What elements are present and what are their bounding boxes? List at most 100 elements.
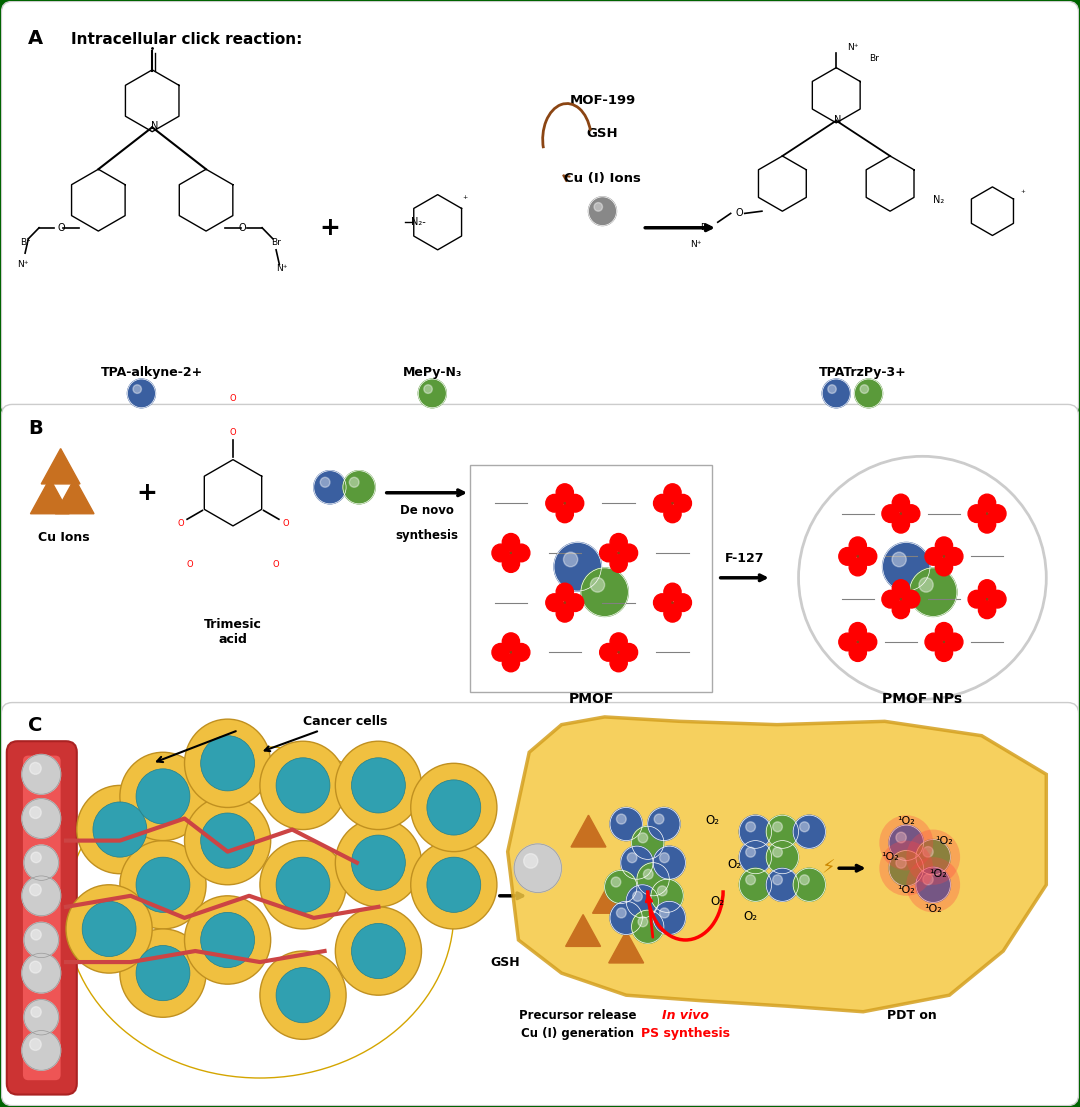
Circle shape: [545, 593, 563, 611]
Text: TPATrzPy-3+: TPATrzPy-3+: [820, 365, 907, 379]
Text: N⁺: N⁺: [17, 260, 29, 269]
Circle shape: [793, 815, 825, 848]
Text: ¹O₂: ¹O₂: [897, 886, 915, 896]
Circle shape: [611, 877, 621, 887]
Circle shape: [922, 875, 933, 884]
Circle shape: [978, 601, 996, 619]
Text: TPA-alkyne-2+: TPA-alkyne-2+: [102, 365, 203, 379]
Text: synthesis: synthesis: [395, 529, 458, 542]
Circle shape: [133, 385, 141, 393]
Circle shape: [351, 923, 405, 979]
Circle shape: [860, 385, 868, 393]
Circle shape: [321, 477, 330, 487]
Circle shape: [664, 505, 681, 523]
Text: O₂: O₂: [727, 858, 741, 871]
Circle shape: [793, 868, 825, 901]
Circle shape: [674, 495, 691, 513]
Circle shape: [740, 840, 771, 873]
Circle shape: [556, 484, 573, 501]
Circle shape: [335, 742, 421, 829]
Text: ¹O₂: ¹O₂: [935, 836, 953, 846]
Circle shape: [882, 542, 930, 591]
Circle shape: [935, 622, 953, 640]
Text: ¹O₂: ¹O₂: [881, 852, 899, 862]
Circle shape: [610, 633, 627, 651]
Circle shape: [314, 470, 346, 504]
Circle shape: [839, 548, 856, 566]
Text: O: O: [735, 208, 743, 218]
Circle shape: [599, 643, 617, 661]
Circle shape: [660, 852, 670, 862]
Text: O: O: [187, 560, 193, 569]
Text: O: O: [282, 519, 288, 528]
Polygon shape: [571, 815, 606, 847]
Circle shape: [968, 505, 985, 523]
Circle shape: [822, 379, 850, 407]
Circle shape: [849, 558, 866, 576]
Circle shape: [620, 643, 637, 661]
Circle shape: [502, 534, 519, 551]
Text: O₂: O₂: [711, 894, 725, 908]
Circle shape: [892, 494, 909, 511]
Circle shape: [828, 385, 836, 393]
Circle shape: [77, 785, 163, 873]
Circle shape: [660, 908, 670, 918]
Circle shape: [556, 505, 573, 523]
Circle shape: [136, 769, 190, 824]
Circle shape: [746, 847, 755, 857]
Text: De novo: De novo: [400, 504, 454, 517]
Text: O: O: [177, 519, 184, 528]
Circle shape: [29, 763, 41, 774]
Circle shape: [651, 879, 684, 912]
Circle shape: [889, 850, 923, 886]
FancyBboxPatch shape: [1, 703, 1079, 1106]
FancyBboxPatch shape: [23, 756, 60, 1080]
Circle shape: [653, 495, 671, 513]
Text: O: O: [273, 560, 280, 569]
Circle shape: [22, 755, 60, 794]
Text: In vivo: In vivo: [662, 1008, 708, 1022]
Text: PS synthesis: PS synthesis: [640, 1027, 730, 1041]
Circle shape: [879, 815, 933, 870]
Circle shape: [740, 815, 771, 848]
Circle shape: [766, 868, 798, 901]
Circle shape: [29, 1038, 41, 1051]
Circle shape: [935, 644, 953, 661]
Text: Br: Br: [21, 238, 30, 247]
Circle shape: [24, 845, 58, 880]
Circle shape: [860, 548, 877, 566]
Text: Precursor release: Precursor release: [519, 1008, 636, 1022]
Text: Br: Br: [869, 54, 879, 63]
Circle shape: [502, 555, 519, 572]
Circle shape: [594, 203, 603, 211]
Circle shape: [31, 852, 41, 862]
Circle shape: [946, 633, 963, 651]
Circle shape: [839, 633, 856, 651]
Circle shape: [849, 537, 866, 555]
Circle shape: [427, 779, 481, 835]
Circle shape: [849, 622, 866, 640]
Circle shape: [916, 839, 950, 875]
Text: MePy-N₃: MePy-N₃: [403, 365, 462, 379]
Circle shape: [903, 505, 920, 523]
Circle shape: [610, 555, 627, 572]
Circle shape: [185, 896, 271, 984]
Polygon shape: [609, 931, 644, 963]
Circle shape: [906, 829, 960, 884]
Circle shape: [351, 758, 405, 813]
Circle shape: [935, 537, 953, 555]
Circle shape: [513, 545, 530, 561]
Circle shape: [82, 901, 136, 956]
Circle shape: [556, 583, 573, 601]
Circle shape: [919, 578, 933, 592]
Circle shape: [610, 807, 643, 840]
Text: Br: Br: [271, 238, 281, 247]
Circle shape: [349, 477, 359, 487]
Circle shape: [29, 883, 41, 896]
Circle shape: [879, 840, 933, 896]
Circle shape: [610, 654, 627, 672]
Text: PMOF NPs: PMOF NPs: [882, 692, 962, 705]
Circle shape: [581, 568, 629, 617]
Text: GSH: GSH: [586, 127, 618, 141]
Circle shape: [922, 847, 933, 857]
